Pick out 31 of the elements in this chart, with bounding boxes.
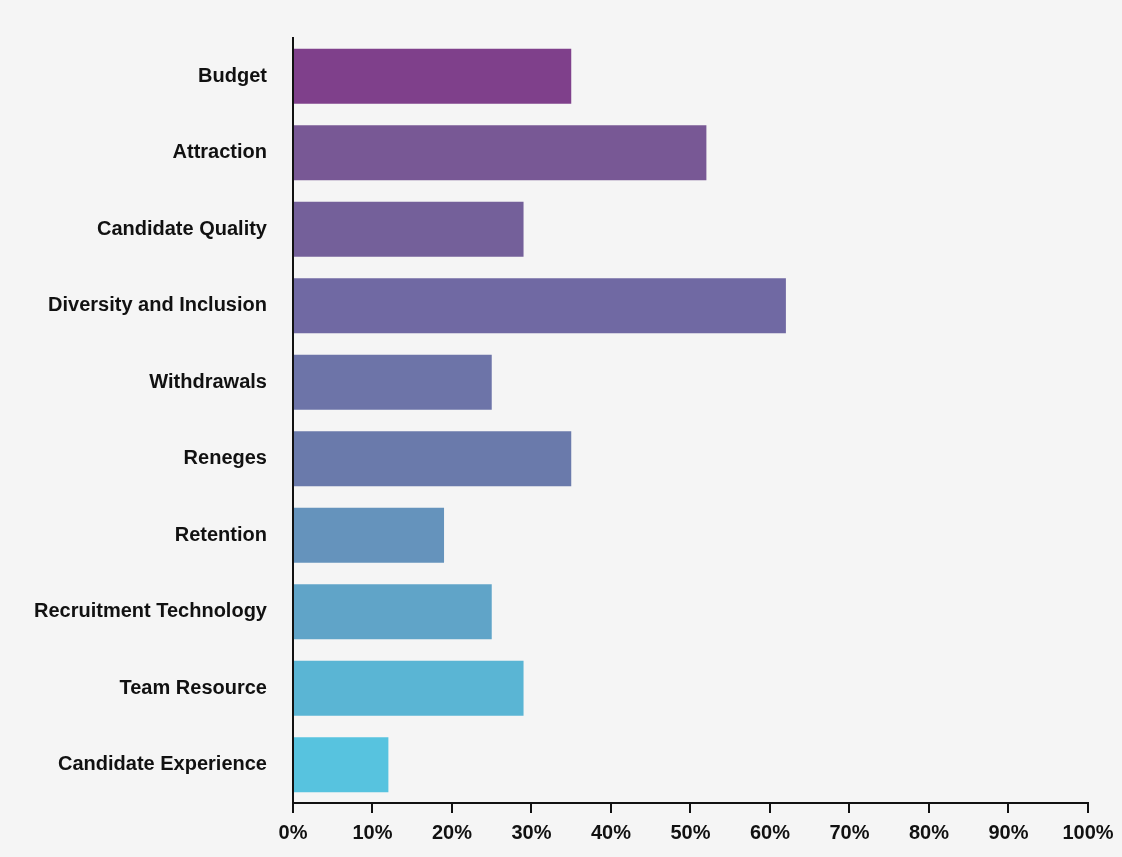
y-tick-label: Retention — [174, 522, 267, 545]
x-tick-label: 100% — [1062, 820, 1114, 843]
y-tick-label: Diversity and Inclusion — [48, 293, 267, 316]
bar — [293, 507, 445, 563]
x-tick-label: 10% — [352, 820, 393, 843]
x-tick-label: 90% — [988, 820, 1029, 843]
x-tick-label: 30% — [511, 820, 552, 843]
bar — [293, 125, 707, 181]
bar — [293, 201, 524, 257]
bar — [293, 354, 492, 410]
x-tick-label: 70% — [829, 820, 870, 843]
bar — [293, 431, 572, 487]
bar — [293, 584, 492, 640]
bar — [293, 660, 524, 716]
x-tick-label: 20% — [431, 820, 473, 843]
y-tick-label: Team Resource — [119, 675, 267, 698]
x-tick-label: 80% — [908, 820, 950, 843]
x-tick-label: 50% — [670, 820, 711, 843]
y-tick-label: Candidate Experience — [58, 752, 267, 775]
y-tick-label: Candidate Quality — [96, 216, 268, 239]
bar — [293, 737, 389, 793]
x-tick-label: 40% — [590, 820, 632, 843]
bar — [293, 48, 572, 104]
x-tick-label: 0% — [278, 820, 308, 843]
y-tick-label: Attraction — [172, 140, 267, 163]
bar — [293, 278, 786, 334]
y-tick-label: Withdrawals — [149, 369, 267, 392]
x-tick-label: 60% — [749, 820, 791, 843]
y-tick-label: Reneges — [183, 446, 267, 469]
y-tick-label: Recruitment Technology — [33, 599, 268, 622]
y-tick-label: Budget — [198, 63, 268, 86]
